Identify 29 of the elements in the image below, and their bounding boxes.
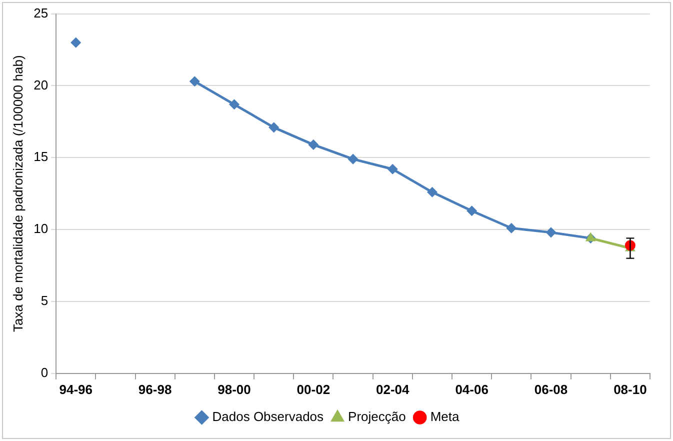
legend-label: Projecção	[348, 409, 406, 424]
point	[467, 206, 477, 216]
point	[427, 187, 437, 197]
legend-label: Meta	[430, 409, 460, 424]
y-tick-label: 5	[40, 293, 48, 308]
point	[71, 38, 81, 48]
legend-label: Dados Observados	[212, 409, 324, 424]
x-tick-label: 02-04	[376, 382, 410, 397]
point	[269, 122, 279, 132]
point	[348, 154, 358, 164]
point	[506, 223, 516, 233]
y-axis-title: Taxa de mortalidade padronizada (/100000 hab)	[10, 55, 26, 332]
y-tick-label: 10	[34, 221, 48, 236]
x-tick-label: 06-08	[534, 382, 568, 397]
x-tick-label: 98-00	[218, 382, 251, 397]
point	[190, 76, 200, 86]
x-tick-label: 00-02	[296, 382, 330, 397]
point	[546, 228, 556, 238]
y-tick-label: 0	[40, 364, 48, 380]
x-tick-label: 08-10	[614, 382, 647, 397]
point	[229, 100, 239, 110]
y-tick-label: 25	[34, 5, 48, 20]
x-tick-label: 94-96	[59, 382, 92, 397]
x-tick-label: 04-06	[455, 382, 488, 397]
point	[308, 140, 318, 150]
x-tick-label: 96-98	[138, 382, 172, 397]
y-tick-label: 15	[34, 149, 48, 164]
y-tick-label: 20	[34, 77, 48, 92]
point	[388, 164, 398, 174]
